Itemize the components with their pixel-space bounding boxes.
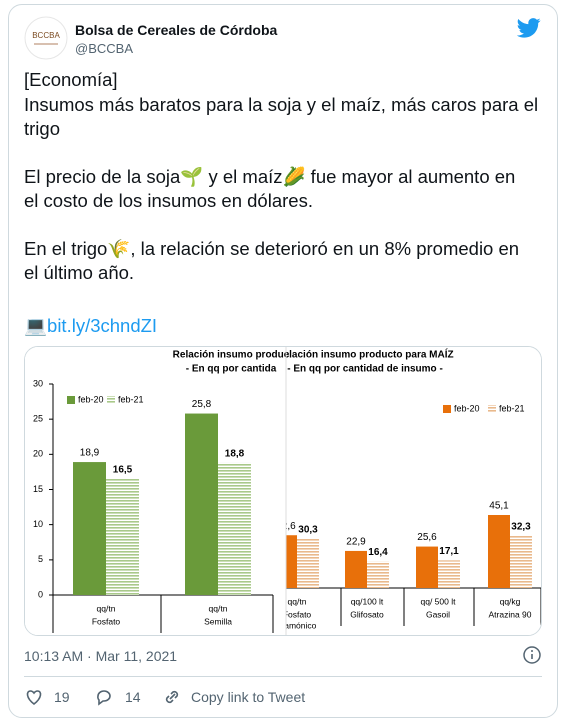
text-line: trigo [24, 118, 60, 139]
y-tick-label: 20 [33, 449, 43, 459]
value-label: 17,1 [439, 546, 459, 557]
bar [367, 561, 389, 588]
bar [438, 560, 460, 588]
author-name[interactable]: Bolsa de Cereales de Córdoba [75, 22, 278, 38]
timestamp[interactable]: 10:13 AM · Mar 11, 2021 [24, 648, 178, 664]
bar [106, 478, 139, 595]
y-tick-label: 10 [33, 519, 43, 529]
reply-icon[interactable] [94, 687, 114, 707]
chart-title: Relación insumo producto para MAÍZ [276, 348, 453, 361]
y-tick-label: 15 [33, 484, 43, 494]
value-label: 25,6 [417, 532, 437, 543]
bar [416, 546, 438, 588]
retweet-count[interactable]: 14 [125, 689, 141, 705]
like-count[interactable]: 19 [54, 689, 70, 705]
category-label: Fosfato [92, 616, 121, 626]
tweet-card [8, 4, 558, 718]
paragraph: El precio de la soja🌱 y el maíz🌽 fue may… [24, 165, 538, 214]
text-line: [Economía] [24, 69, 118, 90]
bar [510, 535, 532, 588]
value-label: 25,8 [192, 399, 212, 410]
category-label: Gasoil [426, 609, 450, 619]
like-icon[interactable] [24, 687, 44, 707]
value-label: 18,8 [225, 448, 245, 459]
value-label: 18,9 [80, 448, 100, 459]
legend-swatch [67, 396, 75, 404]
category-unit: qq/100 lt [351, 596, 384, 606]
category-label: Fosfato [283, 609, 312, 619]
legend-label: feb-20 [78, 394, 104, 404]
tweet-image[interactable]: Relación insumo producto para MAÍZ - En q… [24, 346, 542, 636]
y-tick-label: 25 [33, 414, 43, 424]
info-icon[interactable] [522, 645, 542, 665]
chart-title: Relación insumo produc [173, 350, 290, 361]
text-line: Insumos más baratos para la soja y el ma… [24, 93, 539, 115]
legend-label: feb-21 [499, 403, 525, 413]
text-line: El precio de la soja🌱 y el maíz🌽 fue may… [24, 165, 516, 187]
tweet-text: [Economía] Insumos más baratos para la so… [24, 68, 538, 309]
share-link[interactable]: Copy link to Tweet [191, 689, 306, 705]
legend-swatch [488, 405, 496, 413]
category-unit: qq/kg [500, 596, 521, 606]
avatar-text: BCCBA [32, 31, 60, 40]
bar [297, 538, 319, 588]
category-unit: qq/tn [209, 603, 228, 613]
divider [24, 676, 542, 677]
legend-label: feb-20 [454, 403, 480, 413]
chart-image: Relación insumo producto para MAÍZ - En q… [25, 347, 541, 635]
value-label: 30,3 [298, 525, 318, 536]
avatar[interactable]: BCCBA [24, 16, 68, 60]
paragraph: En el trigo🌾, la relación se deterioró e… [24, 237, 538, 286]
author-handle[interactable]: @BCCBA [75, 41, 133, 56]
chart-subtitle: - En qq por cantida [186, 364, 277, 375]
y-tick-label: 30 [33, 378, 43, 388]
twitter-logo[interactable] [517, 18, 541, 38]
legend-label: feb-21 [118, 394, 144, 404]
category-unit: qq/ 500 lt [421, 596, 457, 606]
text-line: el costo de los insumos en dólares. [24, 190, 313, 211]
text-line: En el trigo🌾, la relación se deterioró e… [24, 237, 520, 259]
y-tick-label: 5 [38, 554, 43, 564]
value-label: 16,5 [113, 465, 133, 476]
text-line: el último año. [24, 262, 135, 283]
tweet-link[interactable]: 💻bit.ly/3chndZI [24, 315, 158, 336]
share-icon[interactable] [162, 687, 182, 707]
bar [73, 462, 106, 595]
category-label: Semilla [204, 616, 232, 626]
bar [218, 462, 251, 595]
category-unit: qq/tn [97, 603, 116, 613]
chart-subtitle: - En qq por cantidad de insumo - [287, 364, 443, 375]
value-label: 22,9 [346, 537, 366, 548]
value-label: 16,4 [368, 547, 388, 558]
value-label: 32,3 [511, 521, 531, 532]
bar [488, 515, 510, 588]
chart: Relación insumo produc - En qq por cantid… [25, 347, 290, 635]
legend-swatch [443, 405, 451, 413]
bar [185, 413, 218, 595]
category-label: diamónico [278, 620, 317, 630]
category-unit: qq/tn [288, 596, 307, 606]
y-tick-label: 0 [38, 589, 43, 599]
paragraph: [Economía] Insumos más baratos para la so… [24, 68, 538, 142]
category-label: Glifosato [350, 609, 384, 619]
bar [345, 550, 367, 588]
category-label: Atrazina 90 [489, 609, 532, 619]
legend-swatch [107, 396, 115, 404]
value-label: 45,1 [489, 501, 509, 512]
